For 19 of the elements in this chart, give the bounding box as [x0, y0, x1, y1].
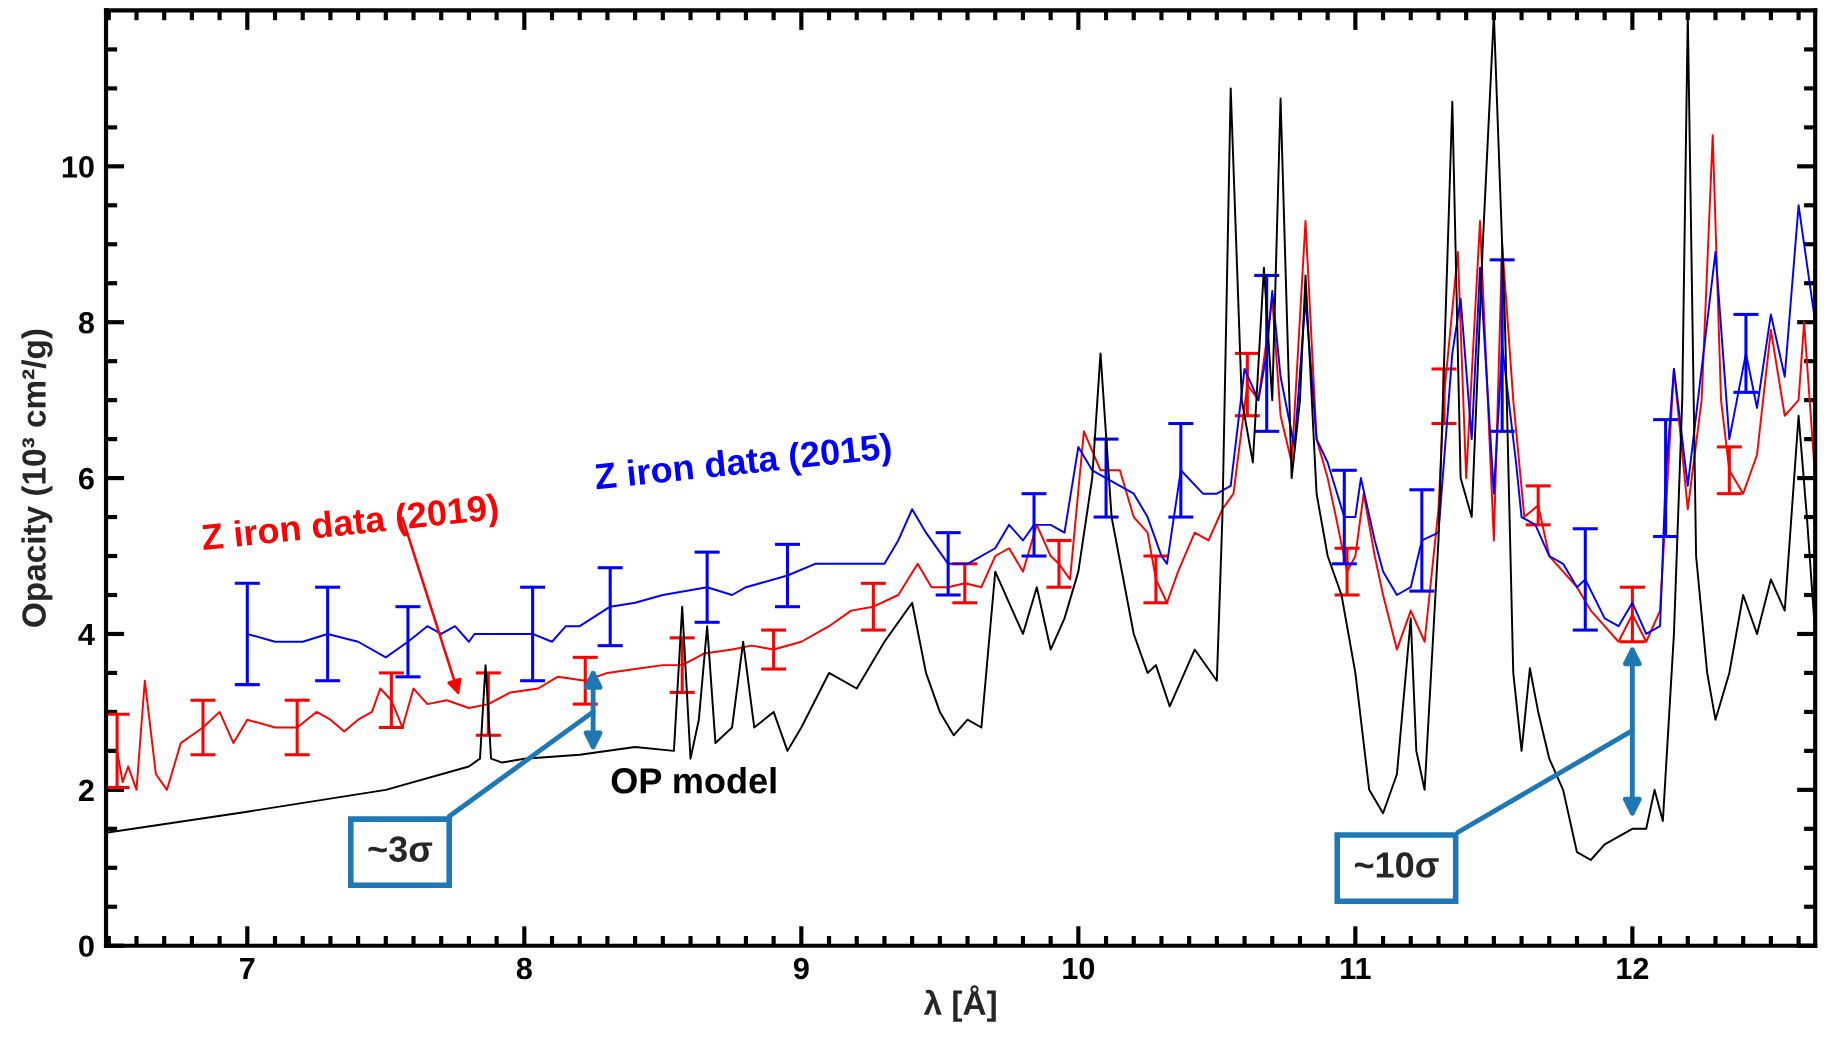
y-axis-title: Opacity (10³ cm²/g): [21, 329, 53, 627]
x-tick-label: 8: [516, 957, 532, 980]
x-tick-label: 10: [1063, 957, 1095, 980]
x-tick-label: 7: [240, 957, 255, 979]
x-tick-label: 9: [793, 957, 809, 980]
y-tick-label: 0: [79, 935, 94, 958]
x-axis-title: λ [Å]: [923, 985, 996, 1022]
series-label: OP model: [611, 767, 776, 794]
y-tick-label: 2: [78, 779, 94, 801]
y-tick-label: 6: [79, 467, 94, 490]
x-tick-label: 11: [1341, 957, 1371, 979]
annotation: ~10σ: [1354, 852, 1439, 878]
annotation: ~3σ: [368, 836, 433, 862]
text: Z iron data (2015): [594, 432, 893, 497]
y-tick-label: 10: [62, 156, 94, 178]
y-tick-label: 8: [78, 311, 94, 334]
y-tick-label: 4: [78, 624, 95, 646]
x-tick-label: 12: [1617, 957, 1649, 979]
text: Z iron data (2019): [201, 493, 500, 558]
